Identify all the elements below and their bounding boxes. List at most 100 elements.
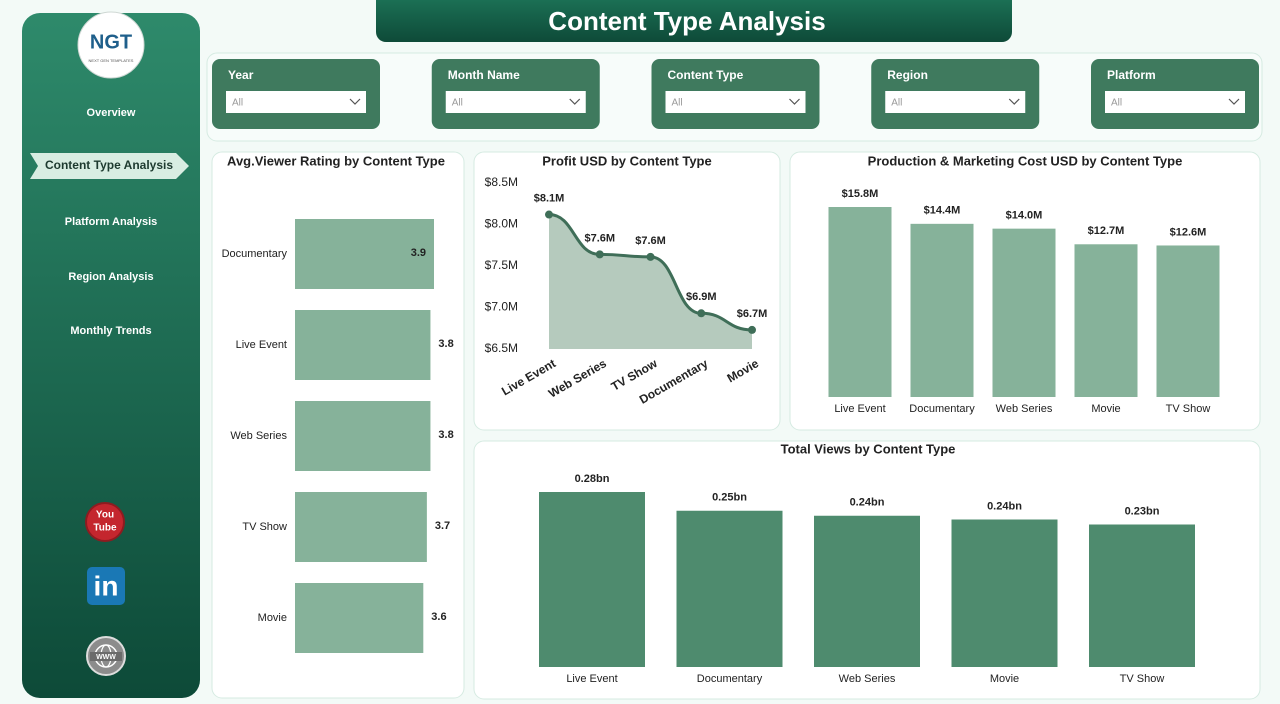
value-label: 0.28bn [575, 473, 610, 485]
value-label: $12.6M [1170, 226, 1207, 238]
chart-title: Avg.Viewer Rating by Content Type [227, 153, 445, 168]
youtube-icon[interactable]: You Tube [85, 502, 125, 542]
icon-text: in [94, 570, 119, 601]
point [545, 210, 553, 219]
bar [295, 492, 427, 562]
bar [910, 223, 974, 397]
category-label: TV Show [1120, 673, 1165, 685]
filter-label: Region [887, 68, 928, 82]
bar [1074, 244, 1138, 397]
value-label: $6.9M [686, 291, 717, 303]
value-label: $12.7M [1088, 225, 1125, 237]
filter-label: Platform [1107, 68, 1156, 82]
value-label: $6.7M [737, 308, 768, 320]
category-label: TV Show [242, 521, 287, 533]
y-tick-label: $6.5M [485, 341, 518, 355]
bar [295, 583, 424, 653]
chart-title: Production & Marketing Cost USD by Conte… [868, 153, 1183, 168]
filter-value: All [452, 98, 463, 109]
nav-active [30, 153, 189, 179]
bar [295, 401, 431, 471]
category-label: Web Series [839, 673, 896, 685]
category-label: Web Series [996, 403, 1053, 415]
value-label: 3.7 [435, 520, 450, 532]
bar [295, 310, 431, 380]
category-label: Documentary [222, 248, 288, 260]
point [595, 250, 604, 259]
nav-item[interactable]: Monthly Trends [70, 325, 151, 337]
nav-item[interactable]: Platform Analysis [65, 216, 158, 228]
value-label: 0.24bn [987, 500, 1022, 512]
value-label: $14.0M [1006, 210, 1043, 222]
chevron [789, 98, 800, 105]
chevron [1228, 98, 1240, 105]
filter-value: All [232, 98, 243, 109]
y-tick-label: $8.5M [485, 175, 518, 189]
value-label: 0.25bn [712, 492, 747, 504]
icon-text: WWW [96, 654, 116, 661]
nav-item[interactable]: Overview [87, 107, 136, 119]
website-icon[interactable]: WWW [86, 636, 126, 676]
value-label: 3.6 [431, 611, 446, 623]
value-label: $7.6M [584, 232, 615, 244]
bar [1089, 524, 1195, 667]
header-bar [376, 0, 1012, 42]
category-label: TV Show [1166, 403, 1211, 415]
category-label: Live Event [236, 339, 287, 351]
chart-title: Profit USD by Content Type [542, 153, 711, 168]
filter-dropdown[interactable] [665, 91, 806, 113]
logo [77, 11, 145, 79]
bar [1156, 245, 1220, 397]
category-label: Documentary [697, 673, 763, 685]
category-label: Web Series [230, 430, 287, 442]
bar [828, 207, 892, 397]
nav-item[interactable]: Region Analysis [68, 271, 153, 283]
y-tick-label: $7.0M [485, 300, 518, 314]
value-label: 0.23bn [1125, 505, 1160, 517]
icon-text: Tube [93, 523, 117, 534]
filter-label: Year [228, 68, 254, 82]
sidebar [22, 13, 200, 698]
point [697, 309, 706, 318]
logo-text: NGT [90, 31, 132, 53]
filter-value: All [1111, 98, 1122, 109]
filter-dropdown[interactable] [226, 91, 366, 113]
linkedin-icon[interactable]: in [87, 567, 125, 605]
chart-title: Total Views by Content Type [781, 441, 956, 456]
value-label: $15.8M [842, 188, 879, 200]
category-label: Movie [258, 612, 287, 624]
filter-dropdown[interactable] [885, 91, 1026, 113]
bar [814, 515, 920, 667]
chevron [569, 98, 581, 105]
filter-value: All [891, 98, 902, 109]
bar [951, 519, 1058, 667]
point [646, 252, 655, 261]
category-label: Live Event [566, 673, 617, 685]
value-label: 3.8 [438, 338, 453, 350]
y-tick-label: $7.5M [485, 258, 518, 272]
filter-label: Content Type [668, 68, 744, 82]
bar [539, 492, 645, 667]
icon-text: You [96, 510, 114, 521]
y-tick-label: $8.0M [485, 217, 518, 231]
page-title: Content Type Analysis [548, 6, 825, 36]
chevron [1008, 98, 1020, 105]
value-label: 0.24bn [850, 497, 885, 509]
value-label: $14.4M [924, 205, 961, 217]
category-label: Movie [1091, 403, 1120, 415]
category-label: Documentary [909, 403, 975, 415]
point [748, 325, 756, 334]
nav-item[interactable]: Content Type Analysis [45, 158, 173, 172]
filter-dropdown[interactable] [1105, 91, 1245, 113]
bar [992, 228, 1056, 397]
filter-dropdown[interactable] [445, 91, 586, 113]
value-label: 3.8 [438, 429, 453, 441]
chevron [349, 98, 361, 105]
filter-label: Month Name [448, 68, 520, 82]
logo-tagline: NEXT GEN TEMPLATES [89, 58, 134, 63]
value-label: 3.9 [411, 247, 426, 259]
bar [676, 510, 783, 667]
value-label: $8.1M [534, 192, 565, 204]
